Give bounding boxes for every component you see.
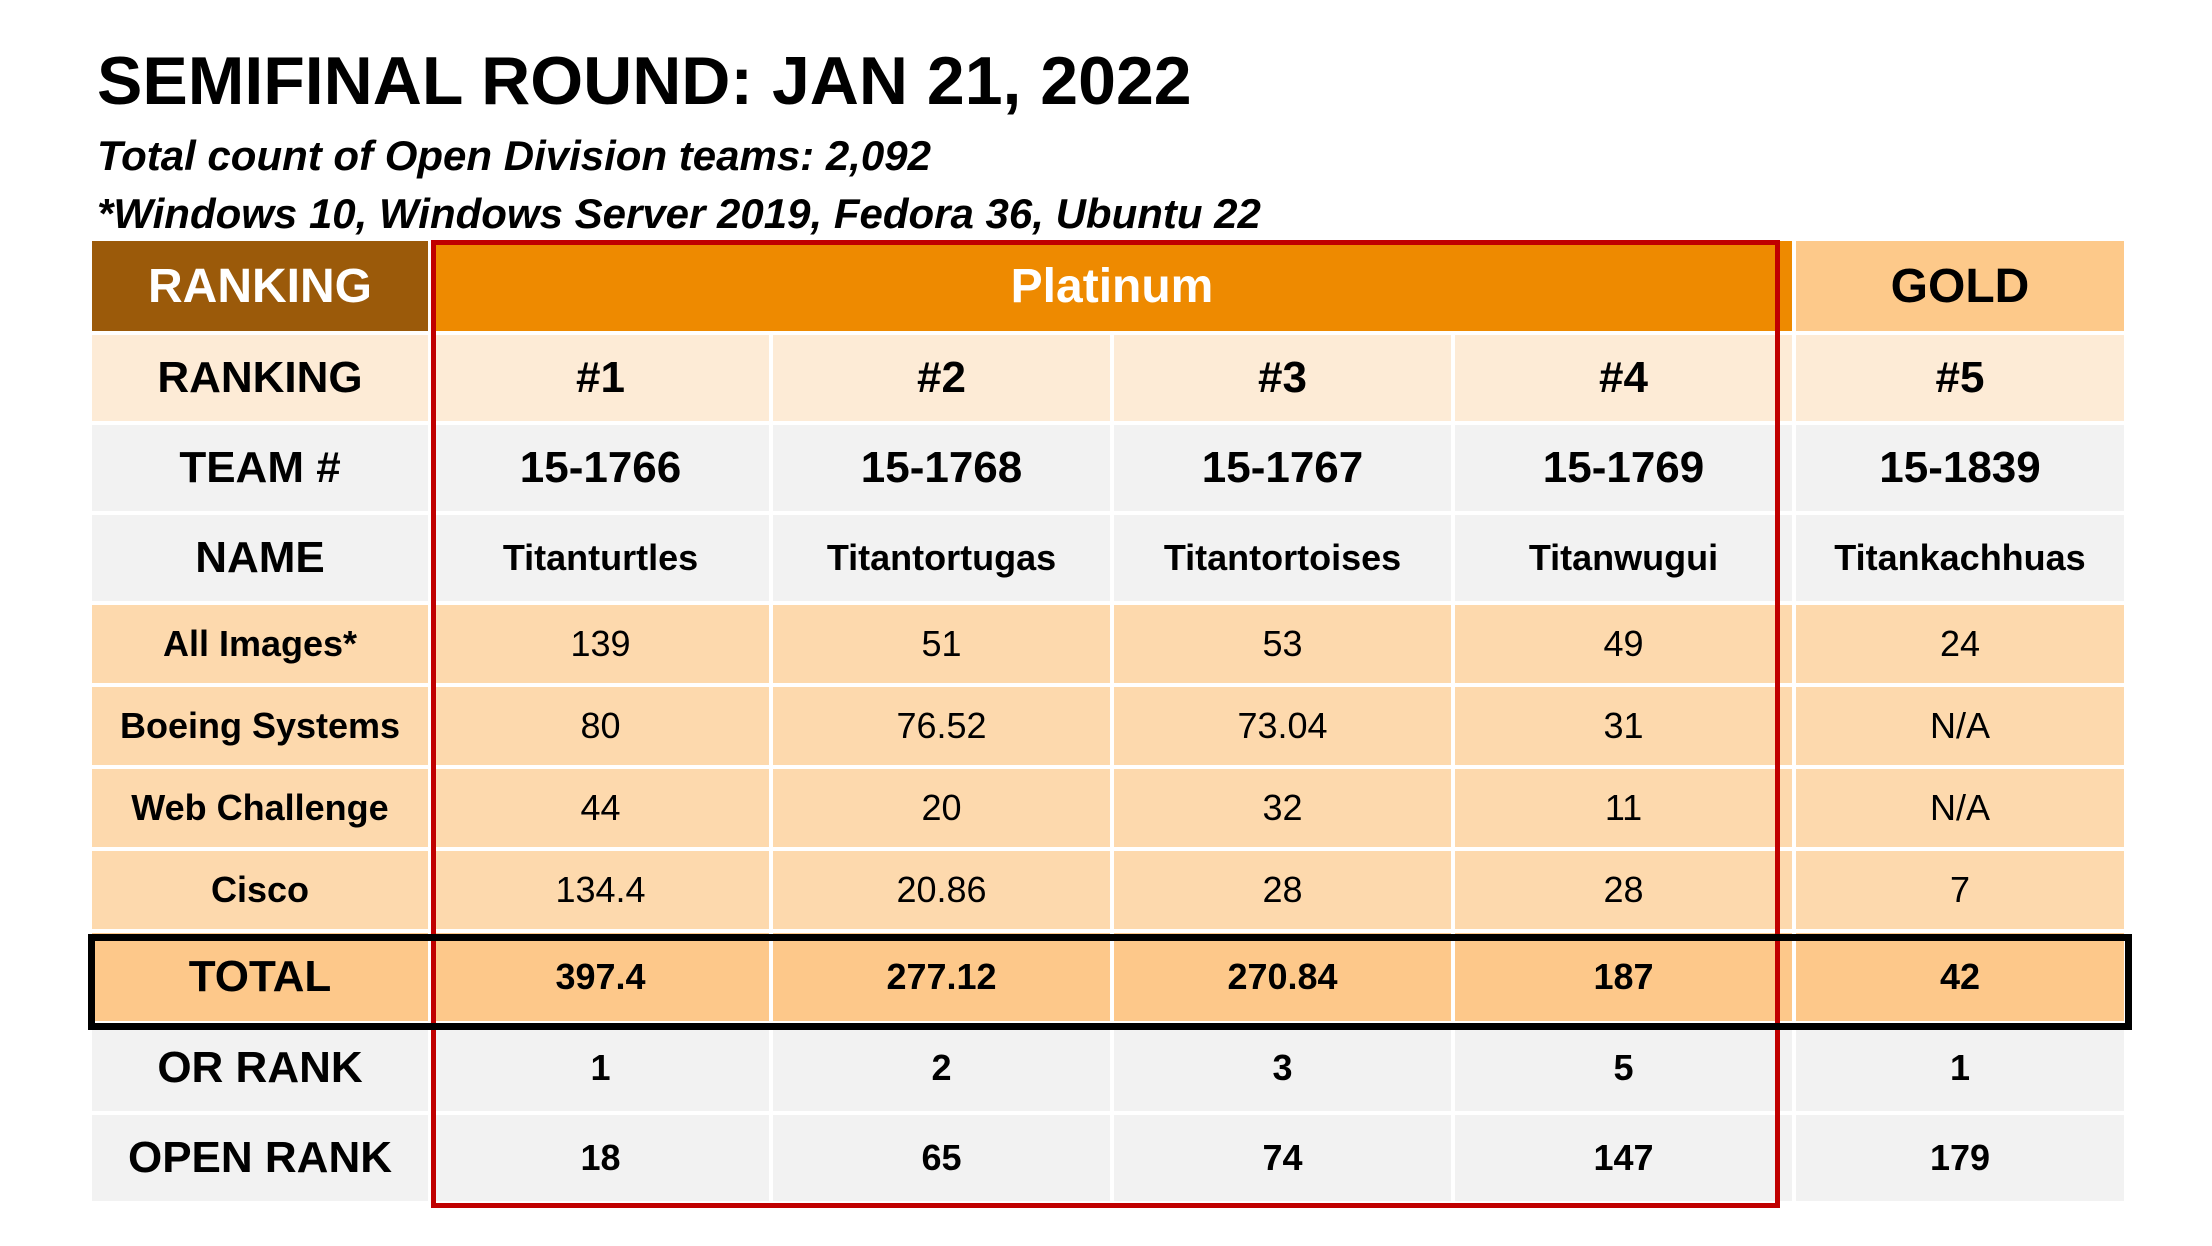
row-label-web: Web Challenge bbox=[92, 769, 432, 851]
cell-or-rank-team-3: 3 bbox=[1114, 1025, 1455, 1115]
table-row: OR RANK 1 2 3 5 1 bbox=[92, 1025, 2124, 1115]
cell-or-rank-team-2: 2 bbox=[773, 1025, 1114, 1115]
table-row: Web Challenge 44 20 32 11 N/A bbox=[92, 769, 2124, 851]
cell-cisco-team-4: 28 bbox=[1455, 851, 1796, 933]
table-row: NAME Titanturtles Titantortugas Titantortoi… bbox=[92, 515, 2124, 605]
cell-web-team-5: N/A bbox=[1796, 769, 2124, 851]
cell-or-rank-team-5: 1 bbox=[1796, 1025, 2124, 1115]
cell-open-rank-team-1: 18 bbox=[432, 1115, 773, 1205]
cell-total-team-1: 397.4 bbox=[432, 933, 773, 1025]
cell-team-team-3: 15-1767 bbox=[1114, 425, 1455, 515]
cell-boeing-team-2: 76.52 bbox=[773, 687, 1114, 769]
cell-boeing-team-3: 73.04 bbox=[1114, 687, 1455, 769]
cell-all-images-team-2: 51 bbox=[773, 605, 1114, 687]
cell-name-team-1: Titanturtles bbox=[432, 515, 773, 605]
images-footnote-subtitle: *Windows 10, Windows Server 2019, Fedora… bbox=[97, 190, 1261, 237]
row-label-cisco: Cisco bbox=[92, 851, 432, 933]
cell-ranking-team-5: #5 bbox=[1796, 335, 2124, 425]
results-table: RANKING Platinum GOLD RANKING #1 #2 #3 #4 #5 … bbox=[92, 241, 2124, 1205]
cell-total-team-5: 42 bbox=[1796, 933, 2124, 1025]
cell-name-team-3: Titantortoises bbox=[1114, 515, 1455, 605]
cell-total-team-4: 187 bbox=[1455, 933, 1796, 1025]
cell-open-rank-team-2: 65 bbox=[773, 1115, 1114, 1205]
cell-name-team-2: Titantortugas bbox=[773, 515, 1114, 605]
table-row: Boeing Systems 80 76.52 73.04 31 N/A bbox=[92, 687, 2124, 769]
table-row: RANKING #1 #2 #3 #4 #5 bbox=[92, 335, 2124, 425]
gold-header-cell: GOLD bbox=[1796, 241, 2124, 335]
cell-web-team-3: 32 bbox=[1114, 769, 1455, 851]
table-row: All Images* 139 51 53 49 24 bbox=[92, 605, 2124, 687]
cell-team-team-2: 15-1768 bbox=[773, 425, 1114, 515]
cell-ranking-team-3: #3 bbox=[1114, 335, 1455, 425]
cell-team-team-4: 15-1769 bbox=[1455, 425, 1796, 515]
cell-name-team-4: Titanwugui bbox=[1455, 515, 1796, 605]
cell-team-team-1: 15-1766 bbox=[432, 425, 773, 515]
cell-web-team-4: 11 bbox=[1455, 769, 1796, 851]
row-label-boeing: Boeing Systems bbox=[92, 687, 432, 769]
cell-ranking-team-4: #4 bbox=[1455, 335, 1796, 425]
tier-header-row: RANKING Platinum GOLD bbox=[92, 241, 2124, 335]
cell-cisco-team-3: 28 bbox=[1114, 851, 1455, 933]
row-label-team: TEAM # bbox=[92, 425, 432, 515]
cell-web-team-1: 44 bbox=[432, 769, 773, 851]
cell-boeing-team-5: N/A bbox=[1796, 687, 2124, 769]
cell-open-rank-team-5: 179 bbox=[1796, 1115, 2124, 1205]
cell-team-team-5: 15-1839 bbox=[1796, 425, 2124, 515]
cell-all-images-team-4: 49 bbox=[1455, 605, 1796, 687]
table-row: Cisco 134.4 20.86 28 28 7 bbox=[92, 851, 2124, 933]
row-label-open-rank: OPEN RANK bbox=[92, 1115, 432, 1205]
cell-ranking-team-2: #2 bbox=[773, 335, 1114, 425]
cell-total-team-3: 270.84 bbox=[1114, 933, 1455, 1025]
cell-cisco-team-1: 134.4 bbox=[432, 851, 773, 933]
cell-or-rank-team-1: 1 bbox=[432, 1025, 773, 1115]
cell-all-images-team-3: 53 bbox=[1114, 605, 1455, 687]
row-label-total: TOTAL bbox=[92, 933, 432, 1025]
cell-web-team-2: 20 bbox=[773, 769, 1114, 851]
cell-name-team-5: Titankachhuas bbox=[1796, 515, 2124, 605]
cell-boeing-team-1: 80 bbox=[432, 687, 773, 769]
cell-all-images-team-5: 24 bbox=[1796, 605, 2124, 687]
cell-boeing-team-4: 31 bbox=[1455, 687, 1796, 769]
table-row: TEAM #15-1766 15-1768 15-1767 15-1769 15-183… bbox=[92, 425, 2124, 515]
table-row: TOTAL 397.4 277.12 270.84 187 42 bbox=[92, 933, 2124, 1025]
cell-open-rank-team-3: 74 bbox=[1114, 1115, 1455, 1205]
cell-or-rank-team-4: 5 bbox=[1455, 1025, 1796, 1115]
cell-all-images-team-1: 139 bbox=[432, 605, 773, 687]
ranking-header-cell: RANKING bbox=[92, 241, 432, 335]
cell-cisco-team-2: 20.86 bbox=[773, 851, 1114, 933]
row-label-all-images: All Images* bbox=[92, 605, 432, 687]
row-label-ranking: RANKING bbox=[92, 335, 432, 425]
table-row: OPEN RANK 18 65 74 147 179 bbox=[92, 1115, 2124, 1205]
cell-total-team-2: 277.12 bbox=[773, 933, 1114, 1025]
row-label-or-rank: OR RANK bbox=[92, 1025, 432, 1115]
team-count-subtitle: Total count of Open Division teams: 2,09… bbox=[97, 132, 931, 179]
cell-cisco-team-5: 7 bbox=[1796, 851, 2124, 933]
row-label-name: NAME bbox=[92, 515, 432, 605]
platinum-header-cell: Platinum bbox=[432, 241, 1796, 335]
cell-ranking-team-1: #1 bbox=[432, 335, 773, 425]
page-title: SEMIFINAL ROUND: JAN 21, 2022 bbox=[97, 43, 1192, 119]
cell-open-rank-team-4: 147 bbox=[1455, 1115, 1796, 1205]
